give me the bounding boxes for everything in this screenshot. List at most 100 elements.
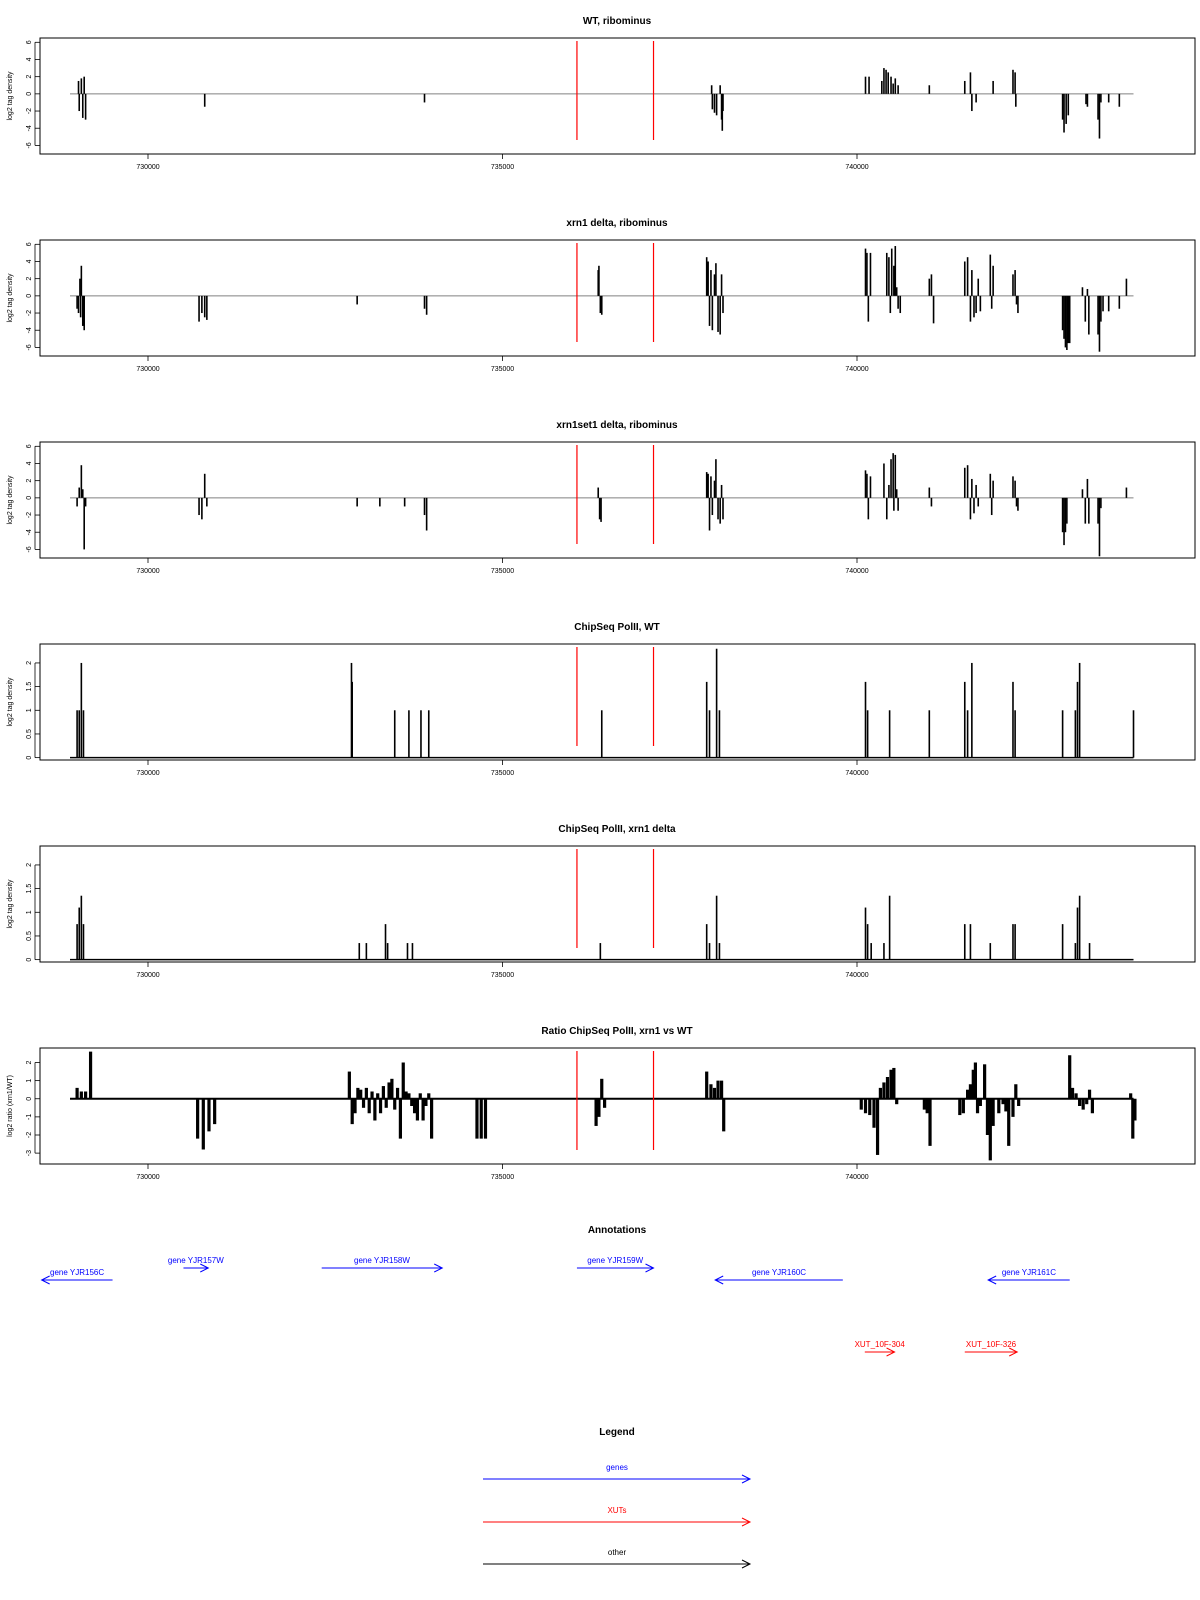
annotations: Annotations gene YJR156C gene YJR157W gene … bbox=[40, 1225, 1070, 1357]
annotation-arrow-head bbox=[886, 1347, 896, 1357]
y-tick-label: 0 bbox=[26, 496, 33, 500]
data-bar bbox=[705, 472, 708, 498]
y-tick-label: -2 bbox=[26, 512, 33, 518]
data-bar bbox=[201, 497, 203, 520]
data-bar bbox=[1001, 1098, 1005, 1105]
x-tick-label: 740000 bbox=[845, 164, 868, 171]
data-bar bbox=[864, 681, 867, 758]
data-bar bbox=[966, 465, 969, 498]
plot-frame bbox=[39, 37, 1196, 155]
data-bar bbox=[201, 1098, 205, 1150]
data-bar bbox=[1078, 662, 1081, 758]
data-bar bbox=[864, 248, 867, 296]
data-bar bbox=[597, 487, 600, 498]
data-bar bbox=[975, 1098, 980, 1114]
annotation-label: gene YJR160C bbox=[752, 1268, 806, 1277]
data-bar bbox=[1066, 295, 1068, 350]
panel-4: ChipSeq PolII, WT 0 0.5 1 1.5 2 log2 tag densi… bbox=[7, 622, 1196, 777]
data-bar bbox=[77, 295, 80, 314]
data-bar bbox=[711, 93, 714, 110]
data-bar bbox=[75, 1087, 79, 1099]
legend-arrow-head bbox=[741, 1474, 752, 1484]
y-tick-label: 1 bbox=[26, 708, 33, 712]
data-bar bbox=[427, 1093, 431, 1099]
data-bar bbox=[398, 1098, 403, 1139]
data-bar bbox=[719, 1080, 724, 1099]
data-bar bbox=[864, 76, 867, 94]
data-bar bbox=[1012, 274, 1014, 296]
y-tick-label: 0 bbox=[26, 958, 33, 962]
data-bar bbox=[997, 1098, 1001, 1114]
y-tick-label: -2 bbox=[26, 310, 33, 316]
data-bar bbox=[1131, 1098, 1135, 1139]
data-bar bbox=[78, 907, 81, 960]
data-bar bbox=[81, 295, 84, 326]
data-bar bbox=[483, 1098, 488, 1139]
data-bar bbox=[868, 76, 870, 94]
data-bar bbox=[719, 497, 721, 524]
panel-2: xrn1 delta, ribominus -6 -4 -2 0 2 4 6 log2 tag … bbox=[7, 218, 1196, 373]
annotation-arrow-head bbox=[1009, 1347, 1019, 1357]
data-bar bbox=[710, 85, 713, 94]
data-bar bbox=[1100, 295, 1102, 322]
data-bar bbox=[971, 270, 973, 296]
data-bar bbox=[1085, 1098, 1089, 1105]
annotations-title: Annotations bbox=[588, 1225, 647, 1236]
data-bar bbox=[978, 1098, 982, 1106]
y-tick-label: 0 bbox=[26, 1097, 33, 1101]
data-bar bbox=[966, 1089, 970, 1099]
data-bar bbox=[983, 1064, 987, 1099]
data-bar bbox=[415, 1098, 420, 1121]
data-bar bbox=[347, 1071, 351, 1099]
data-bar bbox=[969, 72, 972, 94]
y-tick-label: -2 bbox=[26, 1132, 33, 1138]
x-tick-label: 740000 bbox=[845, 366, 868, 373]
data-bar bbox=[715, 895, 718, 960]
data-bar bbox=[1007, 1098, 1011, 1146]
data-bar bbox=[719, 295, 721, 335]
data-bar bbox=[897, 85, 899, 94]
data-bar bbox=[76, 295, 78, 309]
data-bar bbox=[404, 1091, 408, 1099]
data-bar bbox=[722, 1098, 726, 1132]
data-bar bbox=[985, 1098, 990, 1135]
data-bar bbox=[705, 924, 708, 960]
data-bar bbox=[356, 1087, 360, 1099]
data-bar bbox=[196, 1098, 200, 1139]
data-bar bbox=[883, 68, 885, 94]
data-bar bbox=[361, 1098, 366, 1108]
data-bar bbox=[867, 295, 870, 322]
plot-frame bbox=[39, 441, 1196, 559]
data-bar bbox=[888, 484, 890, 498]
data-bar bbox=[875, 1098, 880, 1155]
data-bar bbox=[427, 710, 430, 758]
data-bar bbox=[1133, 1098, 1137, 1121]
data-bar bbox=[973, 497, 975, 514]
y-tick-label: 6 bbox=[26, 444, 33, 448]
data-bar bbox=[715, 648, 718, 758]
data-bar bbox=[894, 246, 897, 296]
y-tick-label: 2 bbox=[26, 661, 33, 665]
data-bar bbox=[897, 497, 899, 511]
data-bar bbox=[711, 497, 714, 516]
data-bar bbox=[408, 710, 410, 758]
data-bar bbox=[1132, 710, 1135, 758]
data-bar bbox=[708, 295, 711, 326]
data-bar bbox=[1012, 476, 1014, 498]
data-bar bbox=[475, 1098, 479, 1139]
data-bar bbox=[869, 252, 872, 296]
data-bar bbox=[963, 467, 966, 498]
data-bar bbox=[705, 1071, 709, 1099]
data-bar bbox=[1061, 924, 1064, 960]
data-bar bbox=[207, 1098, 211, 1132]
data-bar bbox=[403, 497, 406, 507]
data-bar bbox=[979, 295, 982, 312]
data-bar bbox=[991, 1098, 995, 1126]
annotation-label: gene YJR161C bbox=[1002, 1268, 1056, 1277]
data-bar bbox=[1012, 69, 1014, 94]
data-bar bbox=[1012, 924, 1014, 960]
data-bar bbox=[1061, 295, 1064, 331]
data-bar bbox=[198, 295, 200, 322]
data-bar bbox=[713, 93, 716, 113]
data-bar bbox=[1107, 295, 1110, 312]
